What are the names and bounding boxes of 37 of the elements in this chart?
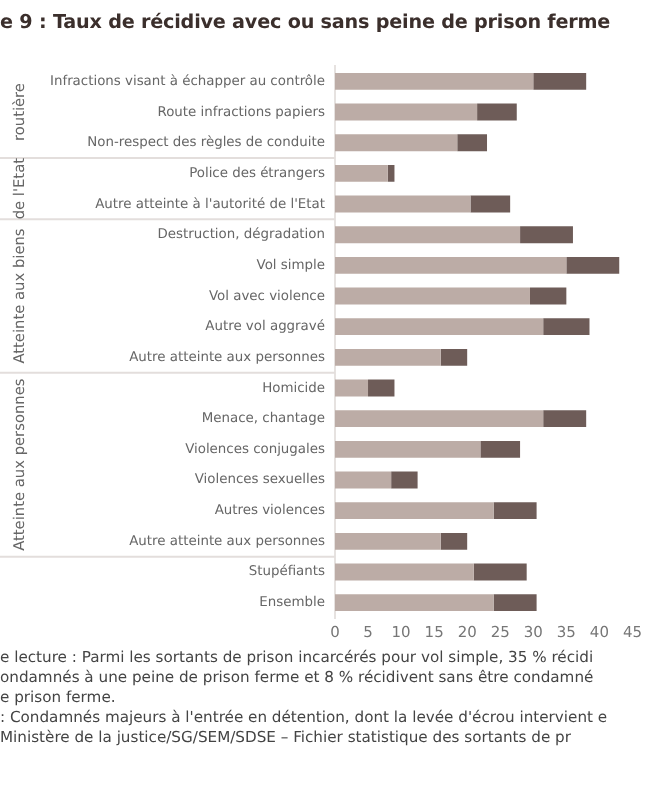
bar — [493, 594, 537, 612]
bar — [334, 256, 567, 274]
bar — [368, 379, 395, 397]
bar — [334, 103, 478, 121]
bar — [391, 471, 418, 489]
bar — [529, 287, 567, 305]
bar — [520, 226, 573, 244]
bar — [334, 379, 369, 397]
bar — [473, 563, 527, 581]
bar — [493, 502, 537, 520]
bar — [440, 532, 468, 550]
bar — [543, 318, 590, 336]
bar — [543, 410, 587, 428]
bar — [457, 134, 488, 152]
bar — [440, 348, 468, 366]
bar — [334, 226, 521, 244]
bar — [334, 348, 441, 366]
bar — [334, 594, 494, 612]
chart-title: e 9 : Taux de récidive avec ou sans peine de prison ferme — [0, 10, 613, 38]
bar — [334, 410, 544, 428]
bar — [334, 72, 534, 90]
bar — [334, 532, 441, 550]
bar — [334, 164, 388, 182]
bar — [566, 256, 620, 274]
bar — [334, 318, 544, 336]
bar — [334, 502, 494, 520]
bar — [334, 440, 481, 458]
bar — [334, 563, 474, 581]
bar — [470, 195, 511, 213]
bar — [533, 72, 587, 90]
bar — [334, 195, 471, 213]
bar — [477, 103, 517, 121]
bar — [334, 287, 530, 305]
bar — [334, 134, 458, 152]
bar — [334, 471, 392, 489]
bar — [480, 440, 521, 458]
bar — [387, 164, 395, 182]
